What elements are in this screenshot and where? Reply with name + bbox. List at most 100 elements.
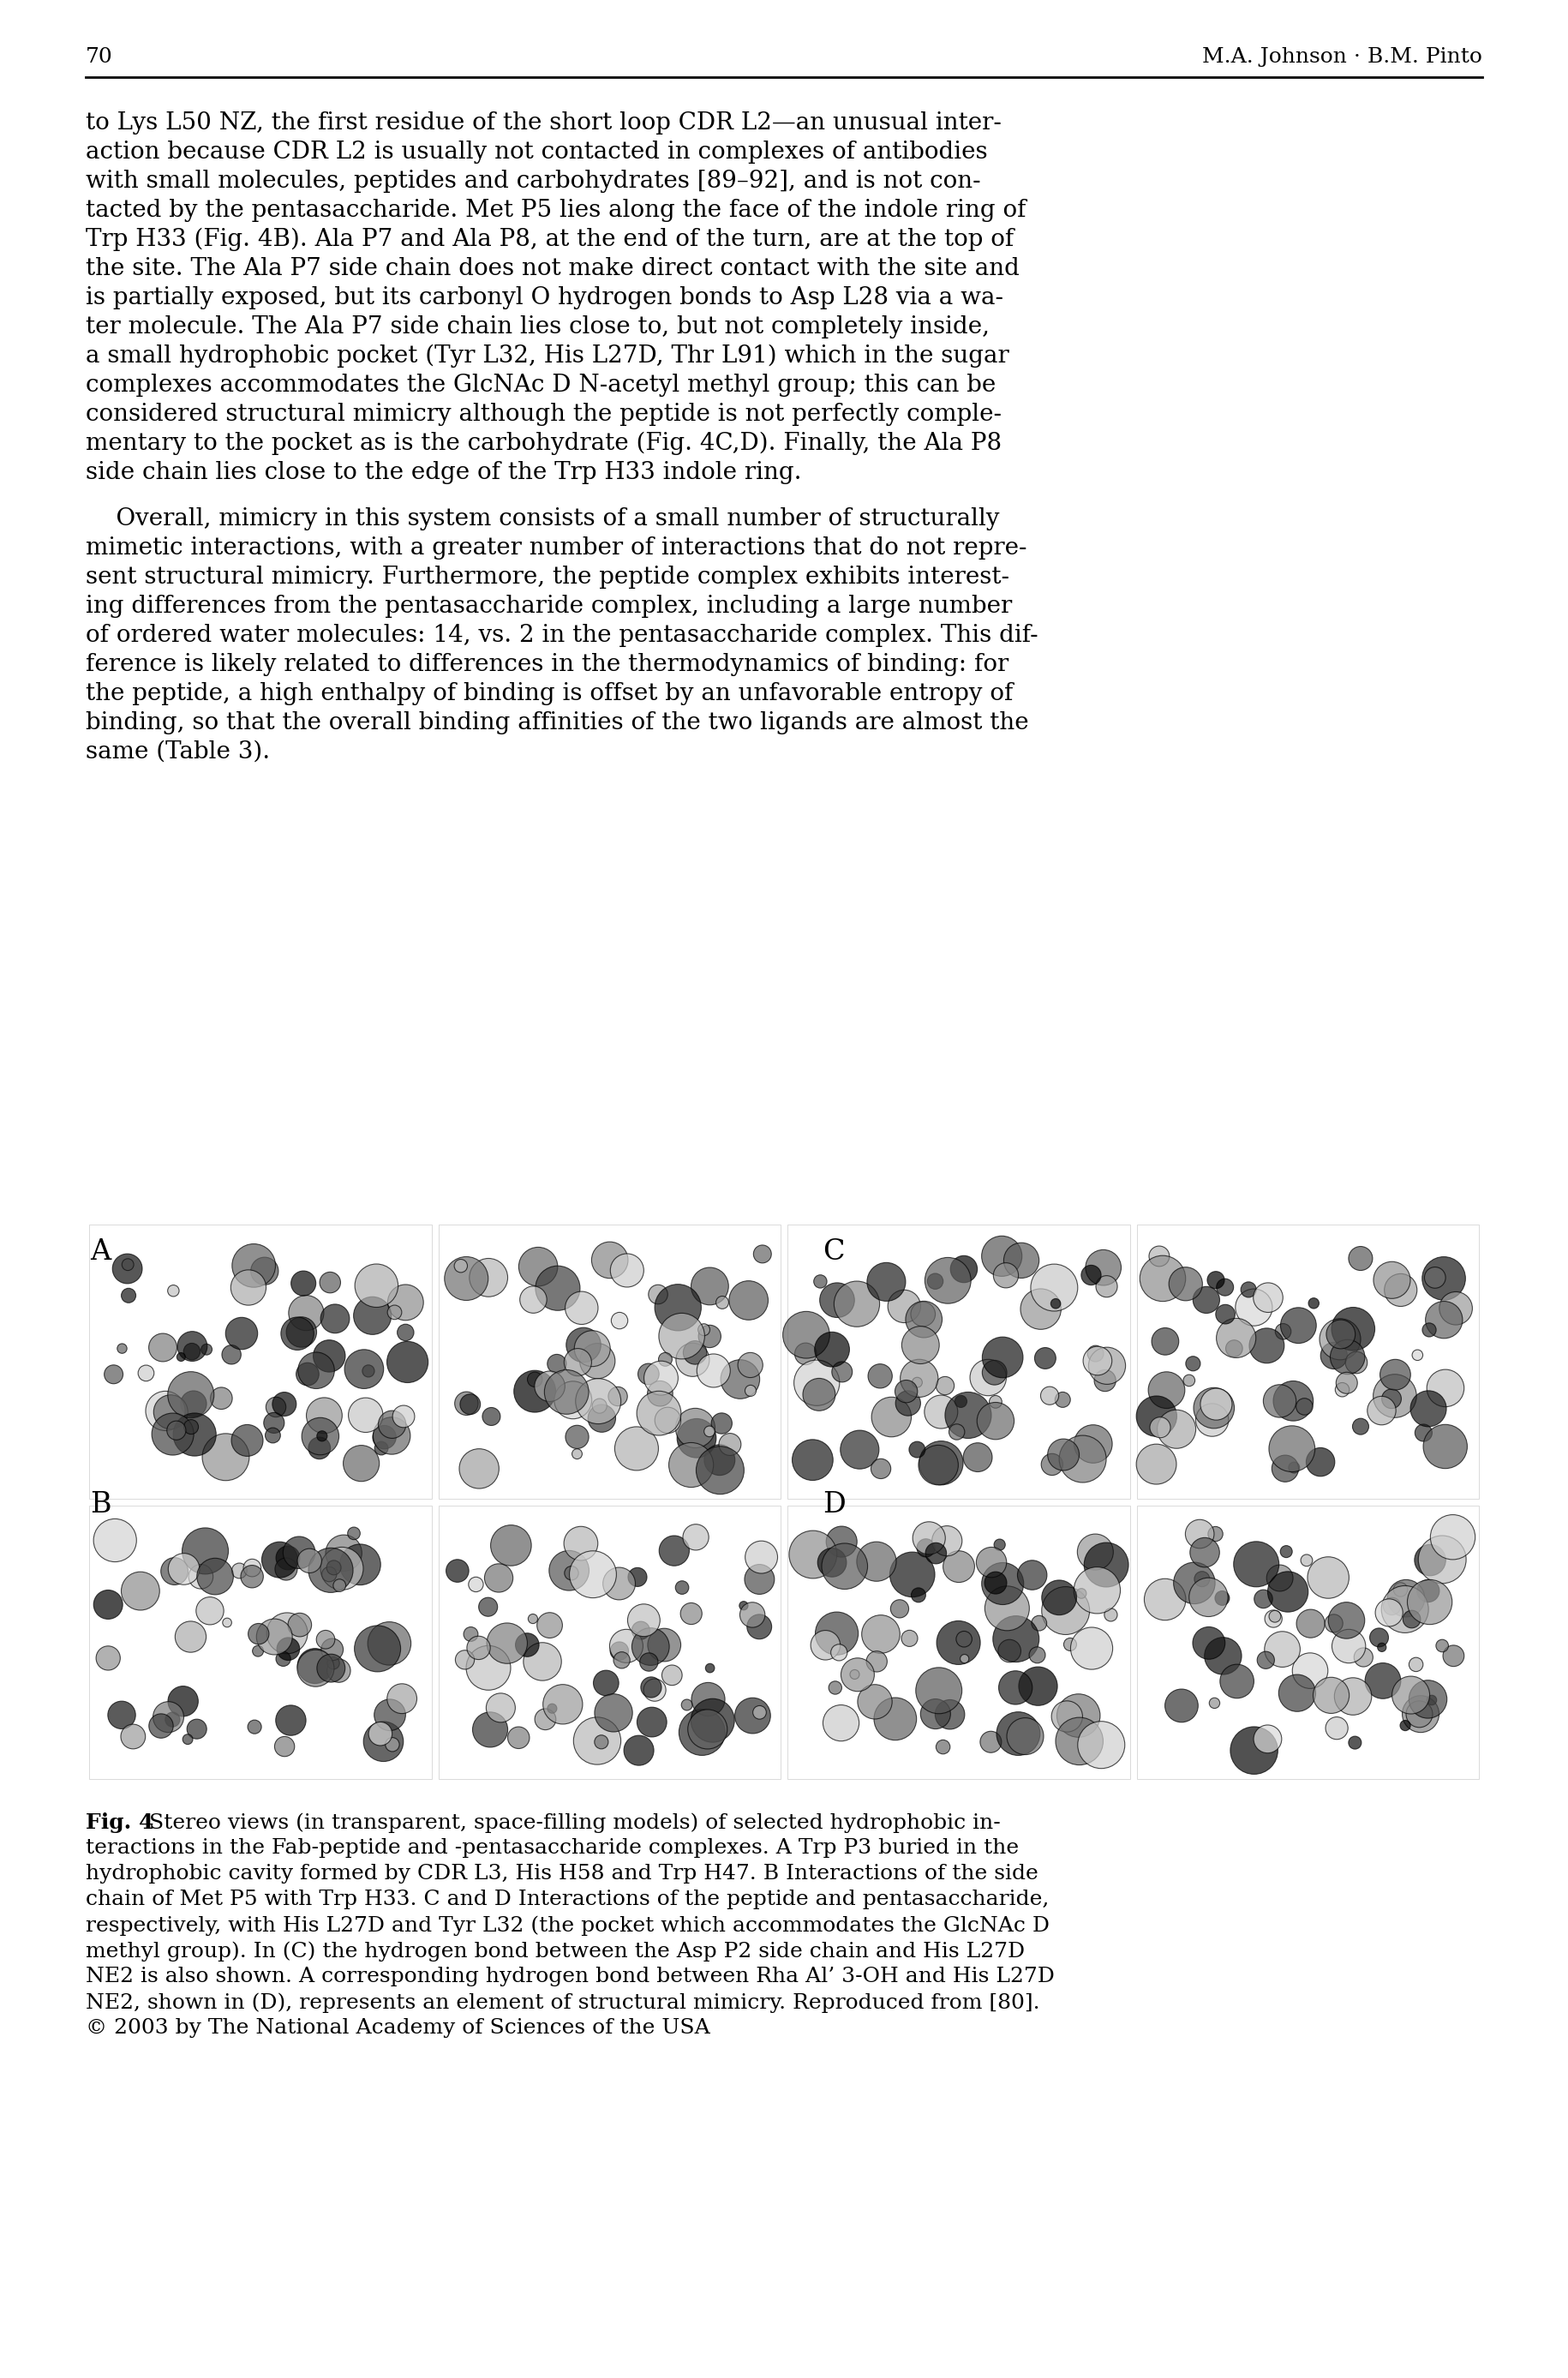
- Circle shape: [1301, 1555, 1312, 1567]
- Circle shape: [166, 1422, 187, 1441]
- Circle shape: [1021, 1289, 1062, 1329]
- Circle shape: [1273, 1382, 1314, 1422]
- Text: a small hydrophobic pocket (Tyr L32, His L27D, Thr L91) which in the sugar: a small hydrophobic pocket (Tyr L32, His…: [86, 345, 1010, 369]
- Circle shape: [1190, 1539, 1220, 1567]
- Text: complexes accommodates the GlcNAc D N-acetyl methyl group; this can be: complexes accommodates the GlcNAc D N-ac…: [86, 373, 996, 397]
- Circle shape: [1403, 1610, 1421, 1629]
- Circle shape: [1055, 1391, 1071, 1408]
- Circle shape: [1184, 1374, 1195, 1386]
- Circle shape: [232, 1562, 248, 1579]
- Circle shape: [659, 1353, 673, 1367]
- Text: ference is likely related to differences in the thermodynamics of binding: for: ference is likely related to differences…: [86, 654, 1008, 675]
- Circle shape: [1367, 1396, 1396, 1424]
- Circle shape: [168, 1372, 213, 1417]
- Circle shape: [1140, 1256, 1185, 1301]
- Circle shape: [340, 1543, 381, 1586]
- Circle shape: [1425, 1301, 1463, 1339]
- Circle shape: [201, 1344, 212, 1355]
- Circle shape: [591, 1241, 629, 1279]
- Circle shape: [993, 1617, 1040, 1662]
- Circle shape: [704, 1427, 715, 1436]
- Circle shape: [594, 1693, 632, 1731]
- Circle shape: [637, 1391, 681, 1436]
- Text: side chain lies close to the edge of the Trp H33 indole ring.: side chain lies close to the edge of the…: [86, 461, 801, 485]
- Circle shape: [867, 1263, 906, 1301]
- Text: teractions in the Fab-peptide and -pentasaccharide complexes. A Trp P3 buried in: teractions in the Fab-peptide and -penta…: [86, 1838, 1019, 1857]
- Circle shape: [822, 1543, 867, 1589]
- Circle shape: [375, 1700, 406, 1731]
- Circle shape: [753, 1705, 767, 1719]
- Circle shape: [985, 1572, 1007, 1593]
- Circle shape: [637, 1707, 666, 1736]
- Circle shape: [655, 1408, 681, 1434]
- Circle shape: [659, 1536, 690, 1565]
- Circle shape: [1207, 1272, 1225, 1289]
- Circle shape: [681, 1603, 702, 1624]
- Circle shape: [746, 1615, 771, 1638]
- Circle shape: [1383, 1598, 1400, 1615]
- Circle shape: [1007, 1717, 1044, 1755]
- Circle shape: [982, 1562, 1024, 1605]
- Circle shape: [188, 1565, 213, 1589]
- Circle shape: [982, 1360, 1007, 1384]
- Circle shape: [1279, 1546, 1292, 1558]
- Circle shape: [121, 1289, 136, 1303]
- Circle shape: [696, 1446, 745, 1493]
- Circle shape: [535, 1710, 557, 1729]
- Text: is partially exposed, but its carbonyl O hydrogen bonds to Asp L28 via a wa-: is partially exposed, but its carbonyl O…: [86, 285, 1004, 309]
- Circle shape: [292, 1270, 315, 1296]
- Circle shape: [486, 1624, 527, 1665]
- Circle shape: [1334, 1679, 1372, 1715]
- Circle shape: [935, 1700, 964, 1729]
- Circle shape: [1041, 1579, 1077, 1615]
- Circle shape: [309, 1436, 331, 1460]
- Circle shape: [828, 1681, 842, 1693]
- Circle shape: [241, 1565, 263, 1589]
- Circle shape: [1265, 1610, 1283, 1627]
- Circle shape: [1408, 1579, 1452, 1624]
- Circle shape: [508, 1726, 530, 1748]
- Circle shape: [521, 1286, 547, 1313]
- Circle shape: [168, 1686, 198, 1717]
- Circle shape: [317, 1432, 328, 1441]
- Circle shape: [688, 1710, 728, 1748]
- Circle shape: [309, 1548, 353, 1593]
- Circle shape: [1217, 1279, 1234, 1296]
- Circle shape: [1328, 1603, 1364, 1638]
- Circle shape: [276, 1650, 290, 1667]
- Text: D: D: [823, 1491, 845, 1520]
- Circle shape: [949, 1424, 964, 1439]
- Circle shape: [1250, 1329, 1284, 1363]
- Circle shape: [1082, 1265, 1101, 1284]
- Circle shape: [276, 1705, 306, 1736]
- Circle shape: [367, 1622, 411, 1665]
- Circle shape: [1209, 1698, 1220, 1707]
- Circle shape: [267, 1612, 307, 1653]
- Circle shape: [925, 1258, 971, 1303]
- Circle shape: [1385, 1275, 1417, 1306]
- Text: chain of Met P5 with Trp H33. C and D Interactions of the peptide and pentasacch: chain of Met P5 with Trp H33. C and D In…: [86, 1891, 1049, 1910]
- Circle shape: [679, 1710, 724, 1755]
- Circle shape: [833, 1363, 853, 1382]
- Circle shape: [913, 1377, 922, 1386]
- Circle shape: [610, 1629, 643, 1662]
- Text: with small molecules, peptides and carbohydrates [89–92], and is not con-: with small molecules, peptides and carbo…: [86, 169, 980, 193]
- Circle shape: [814, 1275, 826, 1289]
- Circle shape: [1253, 1282, 1283, 1313]
- Circle shape: [920, 1698, 950, 1729]
- Circle shape: [378, 1410, 406, 1439]
- Circle shape: [1297, 1398, 1312, 1415]
- Circle shape: [483, 1408, 500, 1424]
- Circle shape: [1422, 1256, 1466, 1301]
- Circle shape: [870, 1458, 891, 1479]
- Circle shape: [862, 1615, 900, 1653]
- Circle shape: [1267, 1572, 1308, 1612]
- Circle shape: [1063, 1638, 1077, 1650]
- Text: ing differences from the pentasaccharide complex, including a large number: ing differences from the pentasaccharide…: [86, 594, 1011, 618]
- Circle shape: [257, 1619, 292, 1655]
- Circle shape: [641, 1676, 662, 1698]
- Circle shape: [1137, 1443, 1176, 1484]
- Circle shape: [276, 1546, 299, 1569]
- Circle shape: [387, 1284, 423, 1320]
- Circle shape: [535, 1265, 580, 1310]
